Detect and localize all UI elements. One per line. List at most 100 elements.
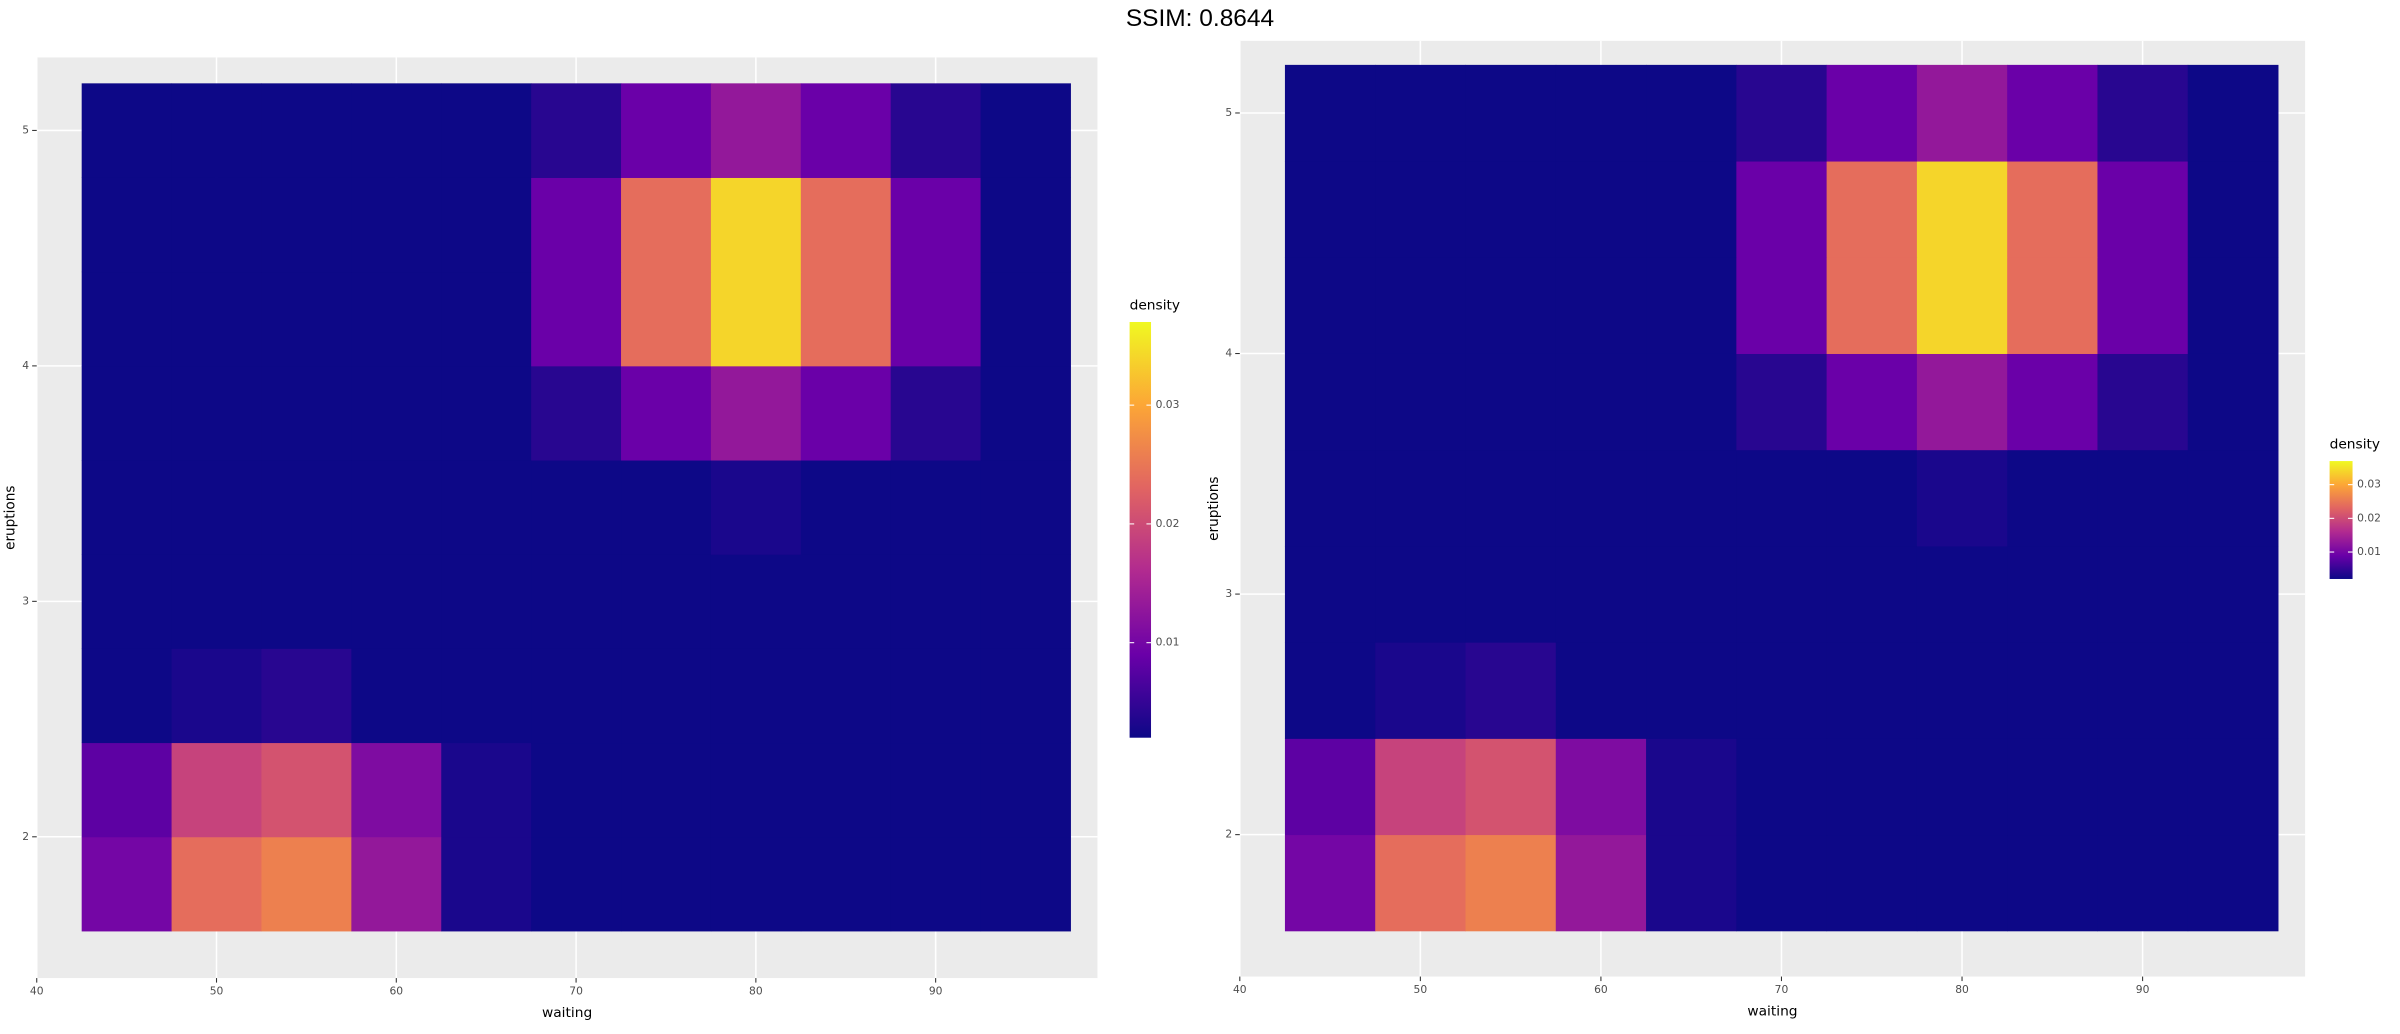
heat-cell <box>1375 64 1466 162</box>
heat-cell <box>531 742 622 838</box>
heat-cell <box>81 648 173 744</box>
heat-cell <box>1465 834 1557 932</box>
heat-cell <box>1465 545 1557 643</box>
heat-cell <box>441 554 532 649</box>
heat-cell <box>800 742 892 838</box>
heat-cell <box>171 836 262 932</box>
heat-cell <box>2007 642 2098 739</box>
heat-cell <box>1646 161 1737 258</box>
x-tick-label: 90 <box>2136 983 2150 996</box>
heat-cell <box>1555 353 1647 451</box>
heat-cell <box>171 554 262 649</box>
heat-cell <box>1375 834 1466 932</box>
heat-cell <box>2007 738 2098 836</box>
heat-cell <box>351 177 442 273</box>
y-axis-title: eruptions <box>1206 477 1222 541</box>
heat-cell <box>1916 161 2008 258</box>
heat-cell <box>441 271 532 367</box>
heat-cell <box>710 554 802 649</box>
heat-cell <box>710 742 802 838</box>
heat-cell <box>81 742 173 838</box>
y-axis-title: eruptions <box>3 486 19 550</box>
heat-cell <box>1555 545 1647 643</box>
heat-cell <box>1375 642 1466 739</box>
heat-cell <box>531 648 622 744</box>
heat-cell <box>351 365 442 461</box>
heat-cell <box>1375 353 1466 451</box>
heat-cell <box>1916 545 2008 643</box>
heat-cell <box>2007 257 2098 354</box>
figure-title: SSIM: 0.8644 <box>1126 5 1274 32</box>
heat-cell <box>1826 545 1918 643</box>
heat-cell <box>980 271 1071 367</box>
heat-cell <box>2007 353 2098 451</box>
heat-cell <box>351 836 442 932</box>
y-tick-label: 4 <box>22 359 29 372</box>
heat-cell <box>81 365 173 461</box>
y-tick-label: 2 <box>22 830 29 843</box>
heat-cell <box>1465 161 1557 258</box>
heat-cell <box>171 365 262 461</box>
heat-cell <box>1826 257 1918 354</box>
heat-cell <box>1555 738 1647 836</box>
y-tick-label: 2 <box>1225 828 1232 841</box>
x-tick-label: 50 <box>210 985 224 998</box>
heat-cell <box>171 271 262 367</box>
x-axis-title: waiting <box>1747 1003 1797 1019</box>
heat-cell <box>81 554 173 649</box>
heat-cell <box>1826 64 1918 162</box>
heat-cell <box>261 460 352 555</box>
heat-cell <box>800 365 892 461</box>
heat-cell <box>2187 64 2279 162</box>
heat-cell <box>1555 64 1647 162</box>
heat-cell <box>890 554 982 649</box>
heat-cell <box>2097 257 2189 354</box>
heat-cell <box>890 742 982 838</box>
heat-cell <box>800 83 892 178</box>
heat-cell <box>261 742 352 838</box>
heat-cell <box>2097 834 2189 932</box>
heat-cell <box>1916 834 2008 932</box>
colorbar-label: 0.02 <box>2357 511 2381 524</box>
x-tick-label: 60 <box>1594 983 1608 996</box>
x-tick-label: 70 <box>569 985 583 998</box>
heat-cell <box>351 271 442 367</box>
heat-cell <box>2097 161 2189 258</box>
heat-cell <box>1826 161 1918 258</box>
x-tick-label: 50 <box>1414 983 1428 996</box>
x-tick-label: 80 <box>1955 983 1969 996</box>
heat-cell <box>710 365 802 461</box>
heat-cell <box>621 742 712 838</box>
heat-cell <box>171 83 262 178</box>
heat-cell <box>1736 738 1828 836</box>
heat-cell <box>800 271 892 367</box>
heat-cell <box>2187 353 2279 451</box>
heat-cell <box>980 836 1071 932</box>
heat-cell <box>800 177 892 273</box>
heat-cell <box>1826 353 1918 451</box>
heat-cell <box>1826 642 1918 739</box>
heat-cell <box>800 648 892 744</box>
heat-cell <box>2007 64 2098 162</box>
heat-cell <box>1916 738 2008 836</box>
heat-cell <box>2187 449 2279 547</box>
heat-cell <box>621 83 712 178</box>
colorbar-label: 0.01 <box>2357 545 2381 558</box>
heat-cell <box>1646 738 1737 836</box>
heat-cell <box>531 460 622 555</box>
heat-cell <box>2007 449 2098 547</box>
colorbar <box>1129 321 1152 738</box>
heat-cell <box>261 648 352 744</box>
heat-cell <box>890 836 982 932</box>
heat-cell <box>621 836 712 932</box>
heat-cell <box>710 271 802 367</box>
heat-cell <box>621 271 712 367</box>
heat-cell <box>1736 257 1828 354</box>
heat-cell <box>1646 353 1737 451</box>
heat-cell <box>1555 834 1647 932</box>
heat-cell <box>2187 161 2279 258</box>
heat-cell <box>531 177 622 273</box>
heat-cell <box>621 460 712 555</box>
heat-cell <box>710 648 802 744</box>
heat-cell <box>1736 353 1828 451</box>
